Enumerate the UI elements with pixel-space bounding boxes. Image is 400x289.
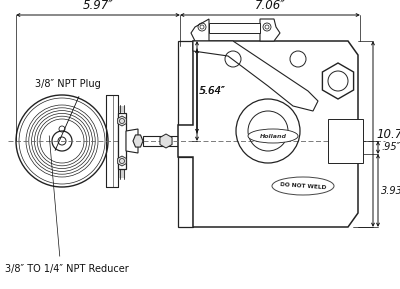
Polygon shape xyxy=(260,19,280,41)
Polygon shape xyxy=(322,63,354,99)
Text: Holland: Holland xyxy=(260,134,286,138)
Polygon shape xyxy=(209,23,260,33)
Polygon shape xyxy=(133,135,143,147)
Polygon shape xyxy=(143,136,178,146)
Text: 3.93″: 3.93″ xyxy=(381,186,400,195)
Polygon shape xyxy=(126,129,138,153)
Polygon shape xyxy=(118,113,126,169)
Text: DO NOT WELD: DO NOT WELD xyxy=(280,182,326,190)
Polygon shape xyxy=(118,156,126,166)
Text: .95″: .95″ xyxy=(381,142,400,153)
Polygon shape xyxy=(178,41,358,227)
Polygon shape xyxy=(193,41,318,111)
Ellipse shape xyxy=(248,129,298,143)
Polygon shape xyxy=(118,116,126,126)
Text: 5.97″: 5.97″ xyxy=(83,0,113,12)
Text: 5.64″: 5.64″ xyxy=(200,86,226,96)
Text: 7.06″: 7.06″ xyxy=(255,0,285,12)
Polygon shape xyxy=(328,119,363,163)
Polygon shape xyxy=(191,19,209,41)
Text: 5.64″: 5.64″ xyxy=(199,86,226,96)
Text: 3/8″ TO 1/4″ NPT Reducer: 3/8″ TO 1/4″ NPT Reducer xyxy=(5,264,129,274)
Text: 10.71″: 10.71″ xyxy=(376,127,400,140)
Polygon shape xyxy=(178,41,193,125)
Text: 3/8″ NPT Plug: 3/8″ NPT Plug xyxy=(35,79,101,89)
Ellipse shape xyxy=(272,177,334,195)
Polygon shape xyxy=(160,134,172,148)
Polygon shape xyxy=(178,157,193,227)
